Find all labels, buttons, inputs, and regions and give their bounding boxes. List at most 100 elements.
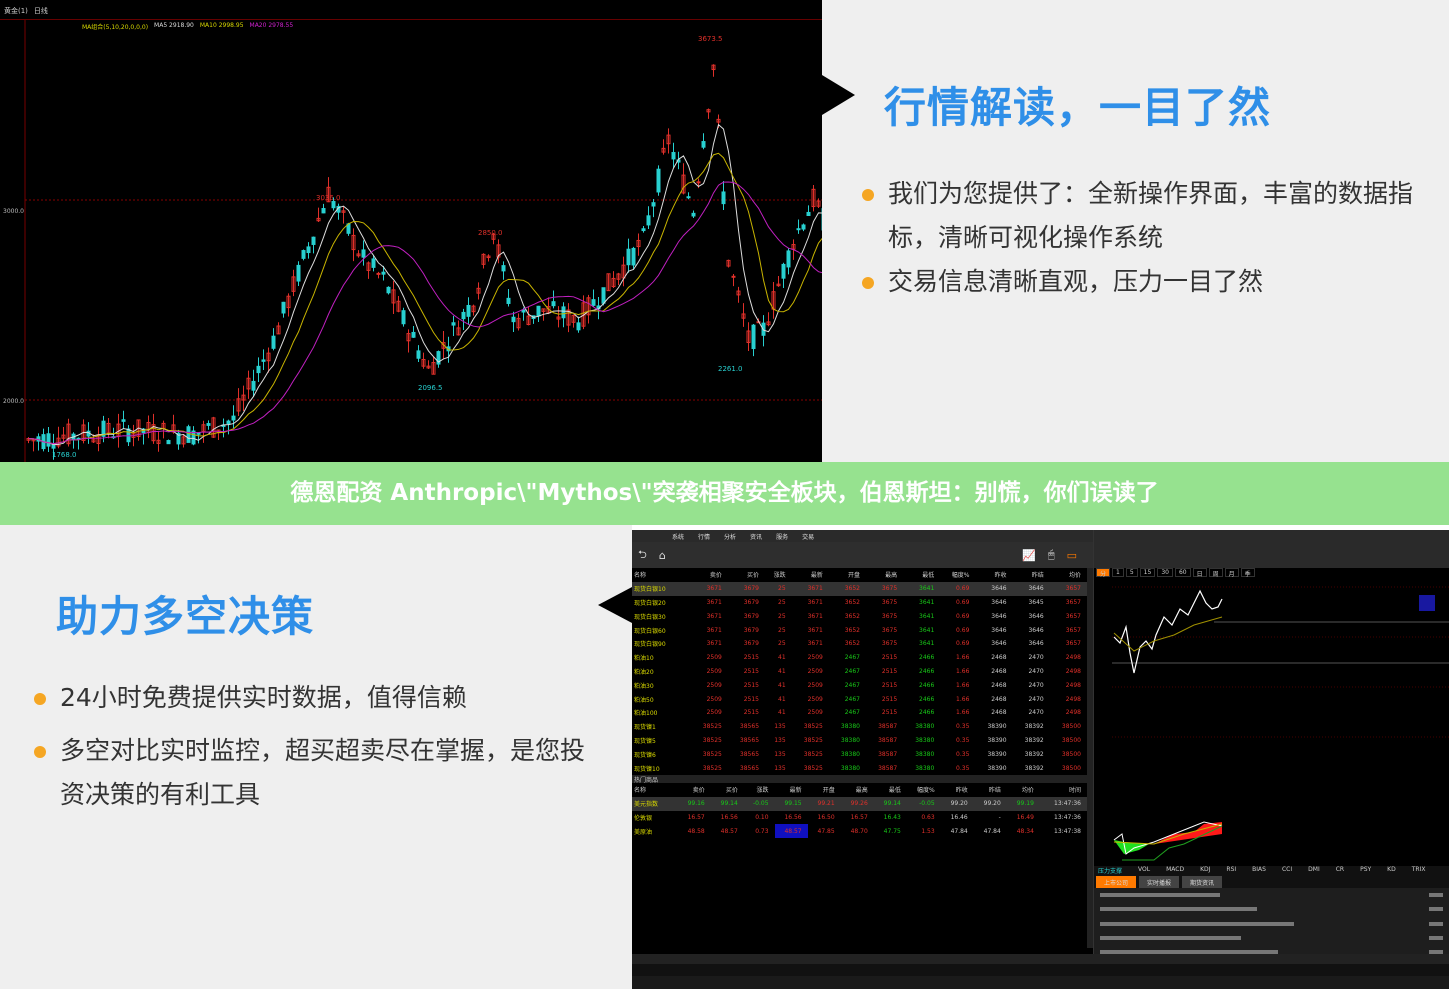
table-row[interactable]: 现货镍10 38525 38565 135 38525 38380 38587 38380 0.…	[632, 761, 1087, 775]
column-header[interactable]: 最高	[885, 572, 898, 580]
column-header[interactable]: 最新	[789, 787, 802, 795]
column-header[interactable]: 均价	[1021, 787, 1034, 795]
hot-label[interactable]: 热门商品	[632, 774, 1087, 784]
indicator-tab[interactable]: KD	[1387, 866, 1396, 873]
column-header[interactable]: 昨结	[1031, 572, 1044, 580]
table-row[interactable]: 现货白银60 3671 3679 25 3671 3652 3675 3641 0.69 3646…	[632, 623, 1087, 637]
table-row[interactable]: 现货镍6 38525 38565 135 38525 38380 38587 38380 0.3…	[632, 747, 1087, 761]
table-cell: 3646	[1028, 640, 1044, 648]
column-header[interactable]: 买价	[725, 787, 738, 795]
column-header[interactable]: 涨跌	[773, 572, 786, 580]
table-cell: 16.49	[1016, 813, 1034, 821]
period-tab[interactable]: 月	[1224, 568, 1239, 578]
indicator-tab[interactable]: KDJ	[1200, 866, 1211, 873]
candle	[611, 277, 616, 288]
news-item[interactable]	[1094, 888, 1449, 902]
mouse-icon[interactable]: 🖱	[1047, 548, 1055, 561]
table-cell: 38380	[915, 764, 935, 772]
indicator-tab[interactable]: 压力支撑	[1098, 868, 1123, 875]
candle	[716, 118, 721, 123]
indicator-tab[interactable]: VOL	[1138, 866, 1151, 873]
table-cell: 2467	[844, 681, 860, 689]
table-cell: 2466	[919, 695, 935, 703]
period-tab[interactable]: 5	[1125, 568, 1138, 577]
column-header[interactable]: 开盘	[847, 572, 860, 580]
chart-icon[interactable]: 📈	[1022, 548, 1036, 562]
candle	[811, 188, 816, 208]
table-row[interactable]: 粕油10 2509 2515 41 2509 2467 2515 2466 1.66 2468 24…	[632, 651, 1087, 665]
news-item[interactable]	[1094, 945, 1449, 959]
column-header[interactable]: 买价	[747, 572, 760, 580]
kline-chart[interactable]: 黄金(1) 日线 MA组合(5,10,20,0,0,0) MA5 2918.90…	[0, 0, 822, 462]
indicator-tab[interactable]: TRIX	[1411, 866, 1426, 873]
news-item[interactable]	[1094, 917, 1449, 931]
column-header[interactable]: 幅度%	[951, 572, 970, 580]
period-tab[interactable]: 60	[1174, 568, 1191, 577]
menu-item[interactable]: 交易	[802, 533, 815, 541]
back-icon[interactable]: ⮌	[638, 547, 647, 561]
table-row[interactable]: 粕油50 2509 2515 41 2509 2467 2515 2466 1.66 2468 24…	[632, 692, 1087, 706]
table-row[interactable]: 现货白银10 3671 3679 25 3671 3652 3675 3641 0.69 3646…	[632, 581, 1087, 596]
column-header[interactable]: 开盘	[822, 787, 835, 795]
menu-item[interactable]: 系统	[672, 533, 685, 541]
menu-item[interactable]: 服务	[776, 533, 789, 541]
indicator-tab[interactable]: CCI	[1281, 866, 1293, 873]
menu-item[interactable]: 行情	[698, 533, 711, 541]
scrollbar[interactable]	[1087, 568, 1093, 948]
column-header[interactable]: 幅度%	[916, 787, 935, 795]
period-tab[interactable]: 30	[1157, 568, 1173, 577]
period-tab[interactable]: 分	[1096, 568, 1111, 578]
indicator-tab[interactable]: RSI	[1226, 866, 1237, 873]
news-tab[interactable]: 上市公司	[1096, 876, 1137, 888]
menu-item[interactable]: 资讯	[750, 533, 763, 541]
column-header[interactable]: 卖价	[692, 787, 705, 795]
column-header[interactable]: 名称	[634, 787, 647, 795]
table-cell: 3671	[807, 585, 823, 593]
table-row[interactable]: 粕油20 2509 2515 41 2509 2467 2515 2466 1.66 2468 24…	[632, 665, 1087, 679]
table-row[interactable]: 现货白银30 3671 3679 25 3671 3652 3675 3641 0.69 3646…	[632, 609, 1087, 623]
indicator-tab[interactable]: PSY	[1360, 866, 1372, 873]
indicator-tab[interactable]: BIAS	[1252, 866, 1266, 873]
column-header[interactable]: 名称	[634, 572, 647, 580]
table-row[interactable]: 伦敦银 16.57 16.56 0.10 16.56 16.50 16.57 16.43 0.6…	[632, 811, 1087, 825]
table-row[interactable]: 现货白银90 3671 3679 25 3671 3652 3675 3641 0.69 3646…	[632, 637, 1087, 651]
news-tab[interactable]: 期货资讯	[1182, 876, 1223, 888]
bottom-tab-bar[interactable]	[632, 954, 1449, 964]
column-header[interactable]: 最低	[888, 787, 901, 795]
column-header[interactable]: 涨跌	[756, 787, 769, 795]
column-header[interactable]: 昨结	[988, 787, 1001, 795]
table-row[interactable]: 现货白银20 3671 3679 25 3671 3652 3675 3641 0.69 3646…	[632, 596, 1087, 610]
column-header[interactable]: 最低	[922, 572, 935, 580]
column-header[interactable]: 昨收	[955, 787, 968, 795]
monitor-icon[interactable]: ▭	[1066, 548, 1077, 562]
period-tab[interactable]: 周	[1208, 568, 1223, 578]
table-row[interactable]: 美原油 48.58 48.57 0.73 48.57 47.85 48.70 47.75 1.5…	[632, 824, 1087, 839]
period-selector[interactable]: 日线	[33, 7, 48, 15]
candle	[736, 290, 741, 296]
table-cell: 2509	[706, 667, 722, 675]
table-row[interactable]: 美元指数 99.16 99.14 -0.05 99.15 99.21 99.26 99.14 -…	[632, 796, 1087, 811]
menu-item[interactable]: 分析	[724, 533, 737, 541]
column-header[interactable]: 时间	[1068, 787, 1081, 795]
period-tab[interactable]: 15	[1139, 568, 1156, 577]
indicator-tab[interactable]: CR	[1335, 866, 1345, 873]
column-header[interactable]: 昨收	[994, 572, 1007, 580]
home-icon[interactable]: ⌂	[658, 548, 666, 562]
ma-group-label[interactable]: MA组合(5,10,20,0,0,0)	[82, 24, 149, 31]
period-tab[interactable]: 日	[1192, 568, 1207, 578]
table-row[interactable]: 现货镍1 38525 38565 135 38525 38380 38587 38380 0.3…	[632, 720, 1087, 734]
column-header[interactable]: 最高	[855, 787, 868, 795]
period-tab[interactable]: 1	[1112, 568, 1124, 577]
column-header[interactable]: 均价	[1068, 572, 1081, 580]
table-row[interactable]: 粕油100 2509 2515 41 2509 2467 2515 2466 1.66 2468 2…	[632, 706, 1087, 720]
indicator-tab[interactable]: MACD	[1166, 866, 1185, 873]
column-header[interactable]: 卖价	[709, 572, 722, 580]
table-row[interactable]: 粕油30 2509 2515 41 2509 2467 2515 2466 1.66 2468 24…	[632, 678, 1087, 692]
column-header[interactable]: 最新	[810, 572, 823, 580]
news-item[interactable]	[1094, 902, 1449, 916]
period-tab[interactable]: 季	[1240, 568, 1255, 578]
news-tab[interactable]: 实时播报	[1139, 876, 1180, 888]
indicator-tab[interactable]: DMI	[1308, 866, 1320, 873]
table-row[interactable]: 现货镍5 38525 38565 135 38525 38380 38587 38380 0.3…	[632, 734, 1087, 748]
news-item[interactable]	[1094, 931, 1449, 945]
